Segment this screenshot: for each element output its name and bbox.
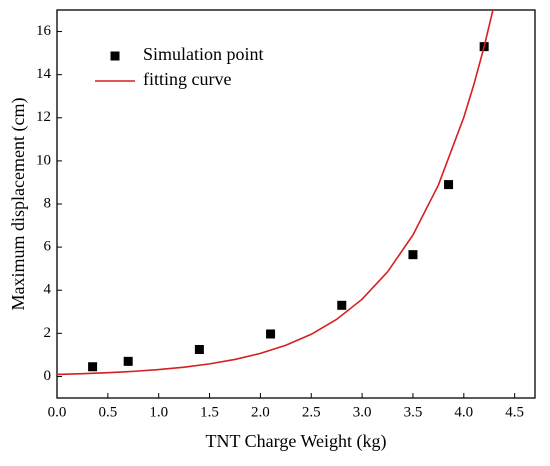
y-tick-label: 6 [44, 239, 52, 255]
y-tick-label: 14 [36, 66, 52, 82]
fitting-curve [57, 10, 494, 376]
data-point [444, 180, 454, 190]
y-tick-label: 10 [36, 152, 51, 168]
legend-marker [110, 51, 120, 61]
x-tick-label: 1.0 [149, 404, 168, 420]
x-tick-label: 4.0 [454, 404, 473, 420]
x-tick-label: 3.0 [353, 404, 372, 420]
y-axis-label: Maximum displacement (cm) [8, 98, 29, 311]
data-point [88, 362, 98, 372]
x-axis-label: TNT Charge Weight (kg) [205, 431, 386, 452]
y-tick-label: 16 [36, 23, 52, 39]
plot-area [57, 10, 494, 376]
x-tick-label: 0.5 [98, 404, 117, 420]
x-tick-label: 2.5 [302, 404, 321, 420]
y-tick-label: 8 [44, 195, 52, 211]
x-tick-label: 3.5 [404, 404, 423, 420]
x-tick-label: 1.5 [200, 404, 219, 420]
x-tick-label: 2.0 [251, 404, 270, 420]
x-tick-label: 0.0 [48, 404, 67, 420]
y-tick-label: 4 [44, 282, 52, 298]
data-point [337, 300, 347, 310]
legend-label: Simulation point [143, 44, 264, 64]
plot-frame [56, 9, 536, 399]
y-tick-label: 2 [44, 325, 52, 341]
y-tick-label: 12 [36, 109, 51, 125]
data-point [266, 329, 276, 339]
data-point [408, 250, 418, 260]
y-tick-label: 0 [44, 368, 52, 384]
data-point [194, 345, 204, 354]
legend-label: fitting curve [143, 69, 231, 89]
data-point [123, 356, 133, 366]
x-tick-label: 4.5 [505, 404, 524, 420]
